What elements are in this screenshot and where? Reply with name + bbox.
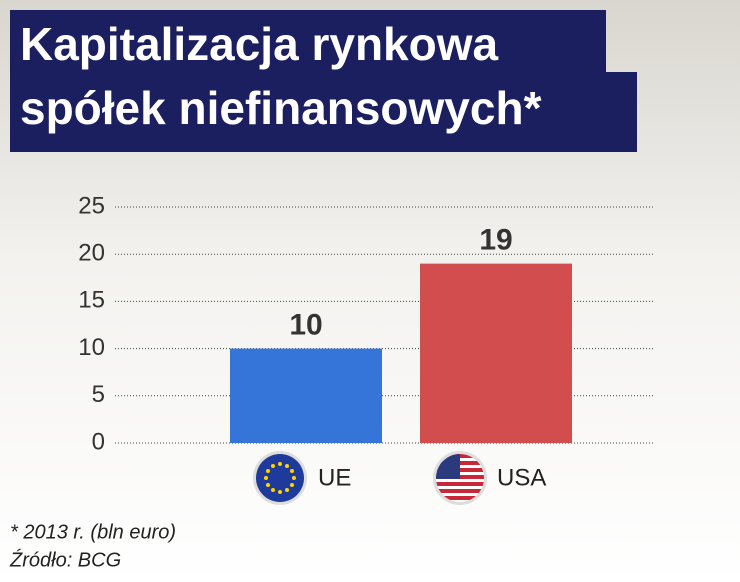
chart-title: Kapitalizacja rynkowa xyxy=(20,18,498,70)
bar xyxy=(230,348,382,443)
chart-title: spółek niefinansowych* xyxy=(20,82,542,134)
y-tick-label: 5 xyxy=(92,381,105,408)
y-tick-label: 0 xyxy=(92,428,105,455)
value-label: 10 xyxy=(289,309,322,342)
source: Źródło: BCG xyxy=(9,548,121,571)
y-tick-label: 15 xyxy=(78,287,105,314)
y-tick-label: 10 xyxy=(78,334,105,361)
x-tick-label: USA xyxy=(497,464,546,491)
flag xyxy=(256,454,304,502)
title-box xyxy=(10,10,606,82)
x-tick-label: UE xyxy=(318,464,351,491)
y-tick-label: 20 xyxy=(78,240,105,267)
flag-eu xyxy=(253,451,307,505)
y-tick-label: 25 xyxy=(78,192,105,219)
flag xyxy=(436,454,484,502)
stars xyxy=(264,462,296,494)
footnote: * 2013 r. (bln euro) xyxy=(10,521,176,543)
flag-usa xyxy=(433,451,487,505)
title-box xyxy=(10,72,637,152)
bar xyxy=(420,263,572,443)
value-label: 19 xyxy=(479,224,512,257)
